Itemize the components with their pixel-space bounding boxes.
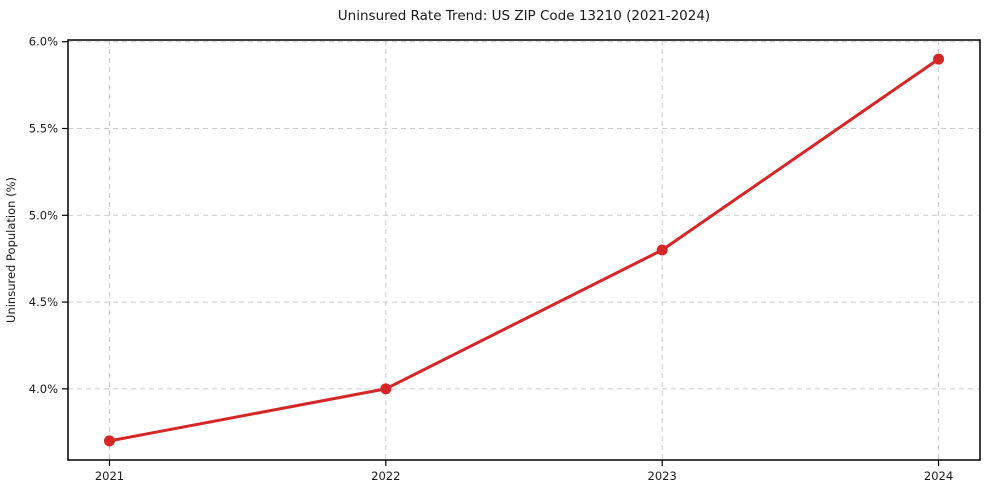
- y-tick-label: 5.5%: [29, 122, 58, 136]
- chart-title: Uninsured Rate Trend: US ZIP Code 13210 …: [338, 8, 710, 24]
- x-tick-label: 2024: [924, 469, 953, 483]
- data-point-marker: [380, 383, 392, 395]
- y-axis-label: Uninsured Population (%): [4, 177, 18, 323]
- data-point-marker: [933, 53, 945, 65]
- axes: [62, 39, 981, 466]
- plot-border: [67, 39, 981, 461]
- x-tick-label: 2021: [95, 469, 124, 483]
- y-tick-label: 5.0%: [29, 208, 58, 222]
- x-tick-label: 2023: [648, 469, 677, 483]
- trend-line: [107, 57, 941, 443]
- x-tick-label: 2022: [371, 469, 400, 483]
- y-tick-label: 6.0%: [29, 35, 58, 49]
- y-tick-label: 4.5%: [29, 295, 58, 309]
- data-point-marker: [656, 244, 668, 256]
- line-series: [103, 53, 945, 447]
- tick-labels: 4.0% 4.5% 5.0% 5.5% 6.0% 2021 2022 2023 2024: [29, 35, 953, 483]
- gridlines: [68, 40, 980, 460]
- y-tick-label: 4.0%: [29, 382, 58, 396]
- data-point-marker: [103, 435, 115, 447]
